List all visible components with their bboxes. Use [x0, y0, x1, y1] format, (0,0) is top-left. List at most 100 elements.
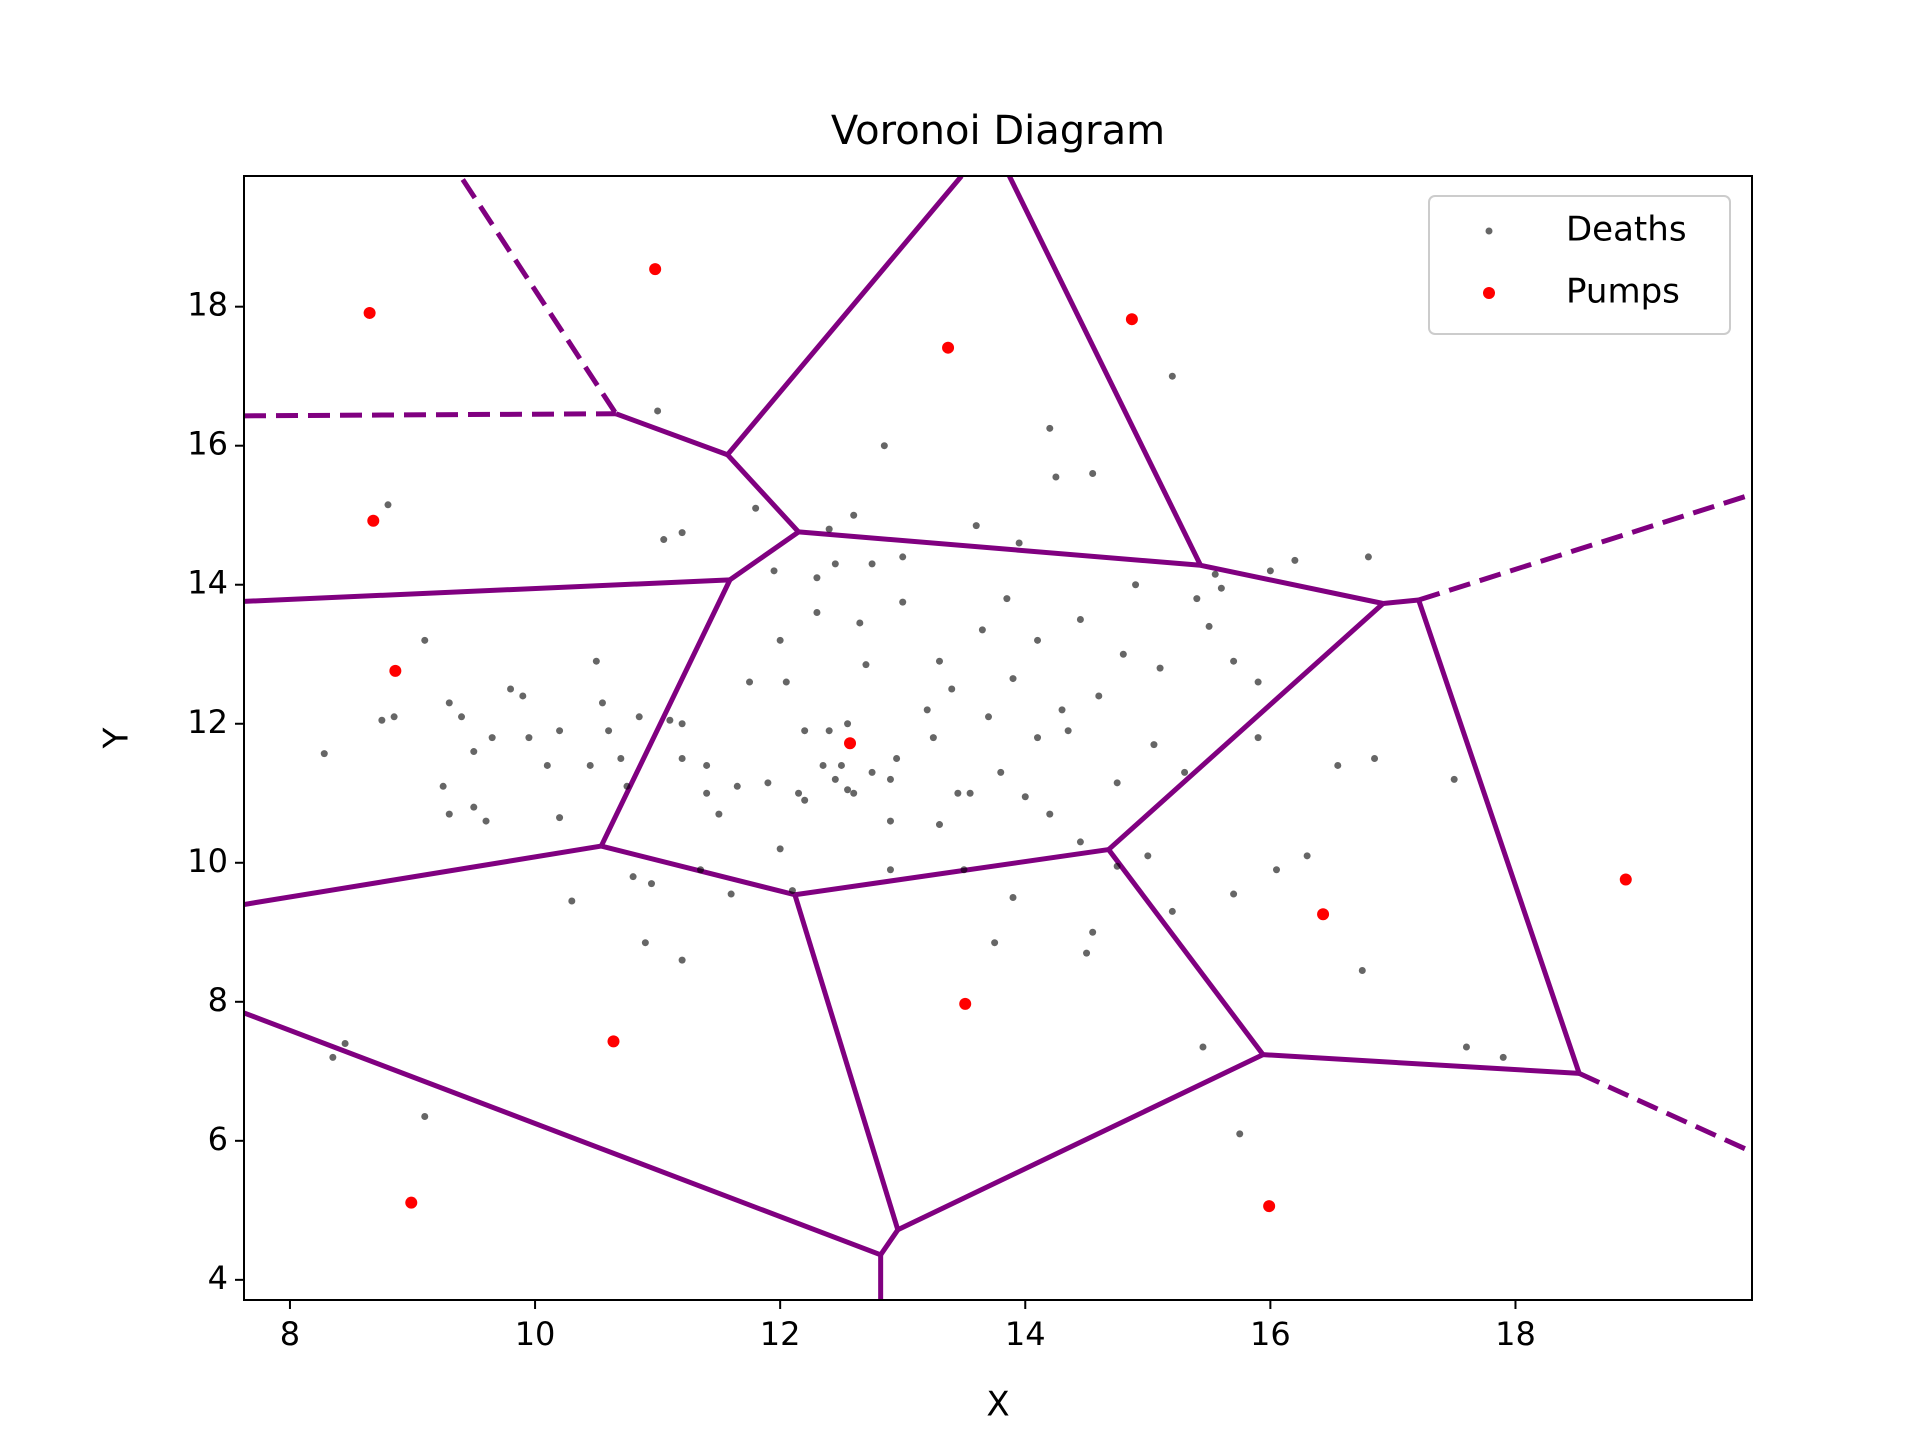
death-point	[825, 525, 833, 533]
chart-title: Voronoi Diagram	[831, 108, 1165, 154]
death-point	[1076, 838, 1084, 846]
death-point	[752, 504, 760, 512]
death-point	[795, 789, 803, 797]
death-point	[1076, 615, 1084, 623]
death-point	[703, 789, 711, 797]
y-tick-label: 16	[187, 425, 228, 463]
death-point	[1144, 852, 1152, 860]
legend-marker	[1485, 227, 1493, 235]
death-point	[384, 501, 392, 509]
death-point	[997, 768, 1005, 776]
death-point	[831, 775, 839, 783]
death-point	[1291, 556, 1299, 564]
death-point	[954, 789, 962, 797]
death-point	[458, 713, 466, 721]
voronoi-edge	[1106, 848, 1266, 1057]
y-tick-label: 6	[208, 1120, 228, 1158]
legend-label: Deaths	[1566, 210, 1687, 250]
death-point	[868, 560, 876, 568]
death-point	[850, 789, 858, 797]
voronoi-edge	[1262, 1052, 1580, 1076]
y-axis-label: Y	[97, 727, 137, 749]
death-point	[1364, 553, 1372, 561]
death-point	[1230, 657, 1238, 665]
death-point	[605, 727, 613, 735]
x-tick-label: 16	[1250, 1315, 1291, 1353]
death-point	[850, 511, 858, 519]
death-point	[519, 692, 527, 700]
death-point	[482, 817, 490, 825]
death-point	[715, 810, 723, 818]
death-point	[948, 685, 956, 693]
death-point	[1119, 650, 1127, 658]
death-point	[678, 956, 686, 964]
death-point	[886, 817, 894, 825]
death-point	[617, 755, 625, 763]
y-tick-label: 14	[187, 564, 228, 602]
death-point	[598, 699, 606, 707]
voronoi-edge	[1200, 562, 1384, 606]
pump-point	[363, 306, 376, 319]
voronoi-edge	[598, 578, 733, 848]
pump-point	[1263, 1200, 1276, 1213]
voronoi-edge	[725, 176, 964, 457]
pump-point	[1125, 313, 1138, 326]
death-point	[556, 814, 564, 822]
death-point	[813, 609, 821, 617]
death-point	[1217, 584, 1225, 592]
death-point	[1113, 862, 1121, 870]
death-point	[1230, 890, 1238, 898]
death-point	[1254, 734, 1262, 742]
legend-marker	[1483, 287, 1495, 299]
death-point	[1358, 967, 1366, 975]
death-point	[1003, 595, 1011, 603]
death-point	[445, 699, 453, 707]
voronoi-edge	[794, 847, 1109, 898]
death-point	[966, 789, 974, 797]
death-point	[1236, 1130, 1244, 1138]
death-point	[862, 661, 870, 669]
death-point	[623, 782, 631, 790]
death-point	[586, 761, 594, 769]
y-tick-label: 12	[187, 703, 228, 741]
death-point	[899, 598, 907, 606]
death-point	[697, 866, 705, 874]
y-tick-label: 8	[208, 981, 228, 1019]
voronoi-edge	[798, 529, 1201, 568]
x-tick-label: 8	[280, 1315, 300, 1353]
death-point	[525, 734, 533, 742]
death-point	[929, 734, 937, 742]
death-point	[856, 619, 864, 627]
death-point	[978, 626, 986, 634]
voronoi-edge	[896, 1052, 1265, 1233]
death-point	[647, 880, 655, 888]
death-point	[1211, 570, 1219, 578]
death-point	[654, 407, 662, 415]
death-point	[1181, 768, 1189, 776]
death-point	[329, 1053, 337, 1061]
death-point	[893, 755, 901, 763]
death-point	[844, 720, 852, 728]
death-point	[507, 685, 515, 693]
pump-point	[1317, 908, 1330, 921]
death-point	[470, 748, 478, 756]
voronoi-edge	[244, 577, 731, 604]
death-point	[543, 761, 551, 769]
voronoi-edge	[1106, 601, 1385, 852]
death-point	[1034, 734, 1042, 742]
death-point	[1205, 622, 1213, 630]
death-point	[770, 567, 778, 575]
death-point	[880, 442, 888, 450]
voronoi-edge	[1007, 176, 1203, 567]
death-point	[886, 775, 894, 783]
death-point	[813, 574, 821, 582]
death-point	[782, 678, 790, 686]
y-tick-label: 4	[208, 1259, 228, 1297]
death-point	[1199, 1043, 1207, 1051]
death-point	[390, 713, 398, 721]
death-point	[1113, 779, 1121, 787]
death-point	[1150, 741, 1158, 749]
death-point	[1046, 810, 1054, 818]
death-point	[935, 657, 943, 665]
